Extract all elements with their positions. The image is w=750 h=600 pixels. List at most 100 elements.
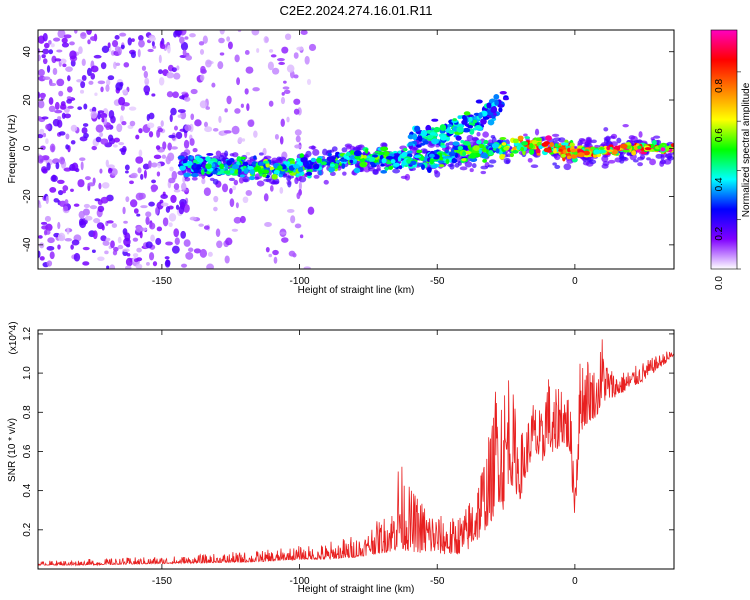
noise-mark	[45, 124, 51, 130]
y-tick-label: -40	[22, 237, 33, 252]
ridge-halo-mark	[313, 174, 320, 179]
noise-mark	[42, 58, 48, 65]
ridge-mark	[177, 155, 185, 160]
noise-mark	[124, 232, 131, 242]
noise-mark	[110, 240, 115, 249]
noise-mark	[265, 246, 270, 253]
noise-mark	[100, 138, 109, 145]
ridge-mark	[439, 155, 443, 162]
noise-mark	[52, 67, 58, 75]
ridge-mark	[242, 161, 249, 166]
upper-branch-mark	[420, 130, 428, 137]
colorbar-tick-label: 0.2	[714, 226, 725, 240]
noise-mark	[81, 58, 86, 67]
ridge-mark	[438, 164, 445, 168]
noise-mark	[215, 228, 221, 237]
noise-mark	[115, 82, 123, 91]
spectrogram-y-ticks: -40 -20 0 20 40	[22, 46, 674, 252]
noise-mark	[46, 260, 53, 267]
noise-mark	[80, 31, 87, 40]
ridge-halo-mark	[238, 177, 244, 184]
ridge-halo-mark	[530, 164, 539, 168]
noise-mark	[271, 67, 280, 75]
noise-mark	[202, 35, 208, 44]
x-tick-label: -100	[290, 576, 310, 587]
noise-mark	[113, 137, 120, 143]
ridge-mark	[327, 152, 332, 157]
ridge-mark	[402, 147, 408, 152]
ridge-mark	[583, 150, 590, 156]
noise-mark	[148, 131, 154, 138]
noise-mark	[44, 215, 52, 222]
ridge-halo-mark	[655, 153, 663, 159]
ridge-halo-mark	[633, 159, 639, 163]
noise-mark	[176, 65, 180, 71]
noise-mark	[41, 116, 49, 120]
noise-mark	[106, 265, 110, 269]
ridge-mark	[224, 164, 229, 170]
ridge-mark	[205, 156, 211, 162]
ridge-mark	[329, 163, 335, 167]
noise-mark	[171, 67, 177, 73]
ridge-mark	[388, 165, 394, 170]
noise-mark	[143, 70, 149, 79]
noise-mark	[268, 49, 274, 53]
noise-mark	[95, 124, 104, 133]
ridge-mark	[316, 157, 322, 163]
ridge-mark	[231, 163, 240, 170]
noise-mark	[168, 134, 176, 139]
ridge-halo-mark	[616, 137, 622, 144]
snr-y-multiplier: (x10^4)	[8, 321, 19, 354]
noise-mark	[234, 108, 241, 114]
noise-mark	[64, 199, 69, 205]
ridge-halo-mark	[224, 150, 229, 157]
noise-mark	[135, 134, 140, 140]
noise-mark	[151, 40, 155, 47]
ridge-mark	[576, 152, 585, 158]
noise-mark	[201, 177, 206, 185]
noise-mark	[130, 172, 138, 179]
upper-branch-mark	[440, 135, 448, 141]
noise-mark	[268, 100, 274, 107]
noise-mark	[74, 30, 78, 34]
ridge-halo-mark	[392, 168, 401, 174]
snr-x-axis-title: Height of straight line (km)	[298, 584, 415, 595]
noise-mark	[173, 228, 180, 238]
noise-mark	[81, 127, 88, 134]
snr-panel: -150 -100 -50 0 0.2 0.4 0.6 0.8 1.0 1.2 Height o…	[7, 321, 675, 595]
ridge-mark	[545, 135, 552, 141]
ridge-halo-mark	[464, 161, 473, 168]
noise-mark	[127, 37, 132, 46]
noise-mark	[38, 204, 42, 209]
ridge-halo-mark	[553, 137, 562, 142]
noise-mark	[169, 114, 173, 123]
ridge-halo-mark	[600, 142, 608, 147]
noise-mark	[79, 157, 86, 162]
ridge-mark	[248, 175, 256, 181]
ridge-halo-mark	[287, 180, 292, 188]
y-tick-label: 20	[22, 94, 33, 106]
noise-mark	[138, 39, 145, 48]
ridge-mark	[336, 159, 340, 164]
noise-mark	[203, 225, 210, 230]
noise-mark	[221, 183, 229, 193]
noise-mark	[67, 105, 74, 109]
noise-mark	[42, 76, 51, 81]
noise-mark	[65, 133, 70, 140]
noise-mark	[293, 98, 301, 105]
noise-mark	[182, 49, 187, 56]
ridge-halo-mark	[637, 156, 645, 161]
ridge-mark	[570, 148, 577, 153]
noise-mark	[48, 105, 56, 113]
noise-mark	[138, 149, 143, 157]
upper-branch-mark	[494, 99, 499, 106]
noise-mark	[80, 161, 84, 171]
noise-mark	[264, 222, 272, 228]
noise-mark	[203, 121, 208, 128]
ridge-mark	[380, 163, 385, 167]
ridge-mark	[381, 158, 387, 164]
noise-mark	[140, 205, 148, 209]
noise-mark	[229, 198, 235, 208]
upper-branch-mark	[462, 127, 471, 133]
noise-mark	[61, 42, 70, 48]
